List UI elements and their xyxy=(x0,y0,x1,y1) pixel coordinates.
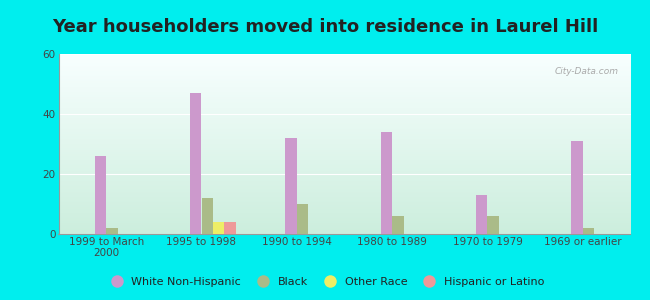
Bar xyxy=(571,141,583,234)
Bar xyxy=(392,216,404,234)
Bar xyxy=(488,216,499,234)
Bar xyxy=(202,198,213,234)
Bar xyxy=(213,222,224,234)
Legend: White Non-Hispanic, Black, Other Race, Hispanic or Latino: White Non-Hispanic, Black, Other Race, H… xyxy=(101,273,549,291)
Bar xyxy=(381,132,392,234)
Text: Year householders moved into residence in Laurel Hill: Year householders moved into residence i… xyxy=(52,18,598,36)
Bar xyxy=(224,222,236,234)
Bar xyxy=(297,204,308,234)
Bar xyxy=(190,93,202,234)
Bar xyxy=(583,228,594,234)
Bar xyxy=(285,138,297,234)
Bar xyxy=(476,195,488,234)
Bar xyxy=(95,156,106,234)
Text: City-Data.com: City-Data.com xyxy=(555,67,619,76)
Bar xyxy=(106,228,118,234)
